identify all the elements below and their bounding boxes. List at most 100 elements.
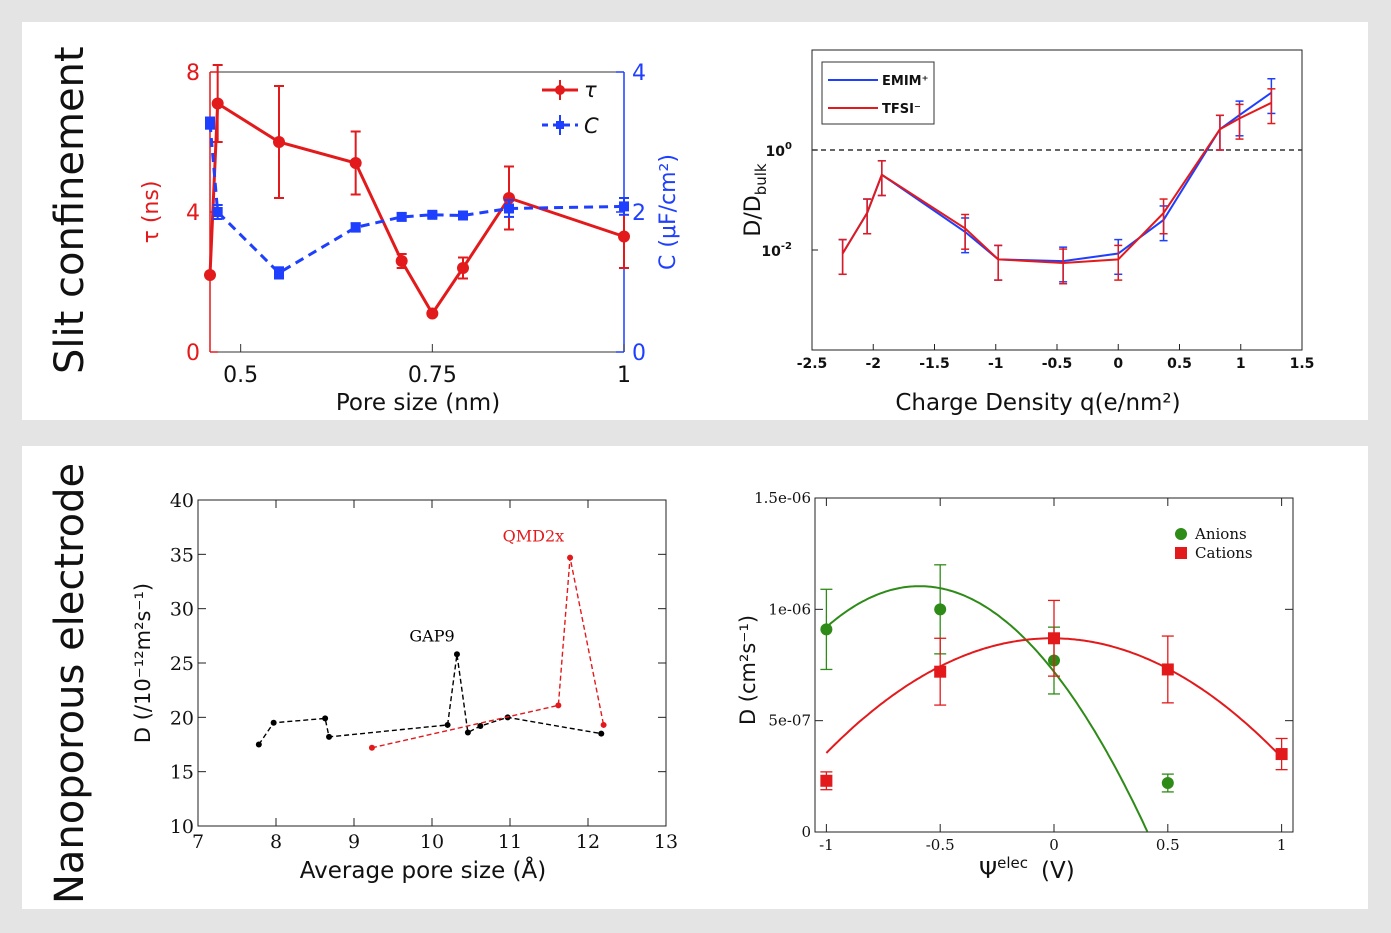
data-point	[205, 118, 215, 129]
data-point	[504, 203, 514, 214]
fit-curve-0	[825, 585, 1149, 832]
y-tick-label: 100	[766, 141, 792, 160]
legend-emim: EMIM⁺	[882, 74, 928, 89]
y-tick-label: 15	[170, 762, 194, 784]
data-point	[322, 715, 329, 722]
data-point	[619, 201, 629, 212]
x-tick-label: 1	[617, 363, 631, 388]
x-tick-label: -2	[865, 356, 881, 372]
svg-text:Ψelec: Ψelec	[979, 854, 1028, 884]
y-tick-label: 0	[801, 823, 811, 841]
x-tick-label: 11	[498, 831, 522, 853]
data-point	[444, 721, 451, 728]
data-point	[349, 157, 362, 169]
data-point	[618, 230, 630, 243]
y-right-tick-label: 4	[632, 61, 646, 86]
y-tick-label: 40	[170, 490, 194, 512]
data-point	[567, 554, 574, 561]
chart-diffusion-potential: -1 -0.5 0 0.5 1 0 5e-07 1e-06 1.5e-06 Ψelec (V)…	[736, 489, 1294, 884]
data-point	[555, 702, 562, 709]
data-point	[350, 222, 361, 233]
x-axis-label: Pore size (nm)	[336, 390, 500, 416]
data-point	[427, 209, 438, 220]
data-point	[270, 719, 277, 726]
data-point	[273, 136, 285, 148]
data-point	[934, 665, 947, 678]
svg-text:D/Dbulk: D/Dbulk	[741, 163, 770, 236]
series-line-0	[258, 654, 602, 745]
data-point	[477, 723, 484, 730]
y-tick-label: 10-2	[761, 241, 792, 260]
x-tick-label: 7	[192, 831, 204, 853]
legend-tfsi: TFSI⁻	[882, 102, 921, 117]
x-tick-label: -0.5	[1042, 356, 1073, 372]
y-left-tick-label: 0	[186, 341, 200, 366]
annotation-label: GAP9	[409, 626, 454, 645]
data-point	[368, 744, 375, 751]
x-axis-label: Ψelec (V)	[979, 854, 1075, 884]
chart-diffusion-pore-size: 7 8 9 10 11 12 13 10 15 20 25 30 35 40 GAP9 QMD2x Ave…	[131, 490, 678, 884]
legend-anions: Anions	[1194, 525, 1247, 543]
data-point	[426, 307, 439, 320]
x-tick-label: -1	[819, 836, 834, 854]
legend: Anions Cations	[1175, 525, 1253, 562]
plot-area	[209, 71, 625, 353]
series-line-1	[371, 557, 605, 749]
data-point	[457, 262, 469, 274]
y-axis-label: D (cm²s⁻¹)	[736, 615, 760, 725]
data-point	[453, 651, 460, 658]
y-right-tick-label: 2	[632, 201, 646, 226]
y-left-tick-label: 4	[186, 201, 200, 226]
data-point	[274, 267, 284, 278]
y-tick-label: 1e-06	[768, 600, 811, 618]
legend-cations: Cations	[1195, 544, 1253, 562]
x-tick-label: 9	[348, 831, 360, 853]
legend-c: C	[584, 114, 599, 138]
series-line-1	[208, 122, 625, 275]
x-tick-label: 0	[1113, 356, 1123, 372]
annotation-label: QMD2x	[503, 526, 565, 545]
y-axis-label-right: C (μF/cm²)	[656, 154, 681, 270]
plot-frame	[197, 499, 667, 827]
x-tick-label: 0	[1049, 836, 1059, 854]
y-tick-label: 10	[170, 816, 194, 838]
y-tick-label: 30	[170, 599, 194, 621]
data-point	[326, 733, 333, 740]
y-axis-label-left: τ (ns)	[140, 181, 164, 244]
data-point	[1275, 748, 1288, 761]
data-point	[598, 730, 605, 737]
y-left-tick-label: 8	[186, 61, 200, 86]
row-label-slit-confinement: Slit confinement	[47, 46, 93, 374]
svg-text:(V): (V)	[1041, 858, 1075, 884]
x-axis-label: Charge Density q(e/nm²)	[895, 390, 1180, 416]
series-line-1	[841, 101, 1272, 264]
legend-tau: τ	[584, 78, 597, 102]
x-tick-label: 1.5	[1290, 356, 1315, 372]
x-axis-label: Average pore size (Å)	[300, 856, 546, 884]
x-tick-label: 1	[1277, 836, 1287, 854]
data-point	[212, 207, 223, 217]
x-tick-label: -1	[988, 356, 1004, 372]
y-tick-label: 5e-07	[768, 712, 811, 730]
chart-tau-capacitance: 0.5 0.75 1 0 4 8 0 2 4 Pore size (nm) τ (ns) C…	[140, 61, 681, 416]
x-tick-label: 0.5	[1156, 836, 1180, 854]
y-tick-label: 35	[170, 544, 194, 566]
x-tick-label: 0.75	[408, 363, 457, 388]
data-point	[211, 97, 224, 110]
y-tick-label: 25	[170, 653, 194, 675]
legend: EMIM⁺ TFSI⁻	[821, 61, 935, 125]
x-tick-label: 8	[270, 831, 282, 853]
data-point	[395, 255, 408, 267]
y-tick-label: 1.5e-06	[754, 489, 811, 507]
x-tick-label: 0.5	[223, 363, 258, 388]
data-point	[396, 211, 407, 222]
data-point	[600, 721, 607, 728]
x-tick-label: -0.5	[926, 836, 955, 854]
data-point	[1161, 777, 1174, 790]
x-tick-label: -1.5	[919, 356, 950, 372]
y-tick-label: 20	[170, 707, 194, 729]
top-panel	[22, 22, 1368, 420]
data-point	[1161, 663, 1174, 676]
data-point	[204, 269, 216, 281]
y-right-tick-label: 0	[632, 341, 646, 366]
